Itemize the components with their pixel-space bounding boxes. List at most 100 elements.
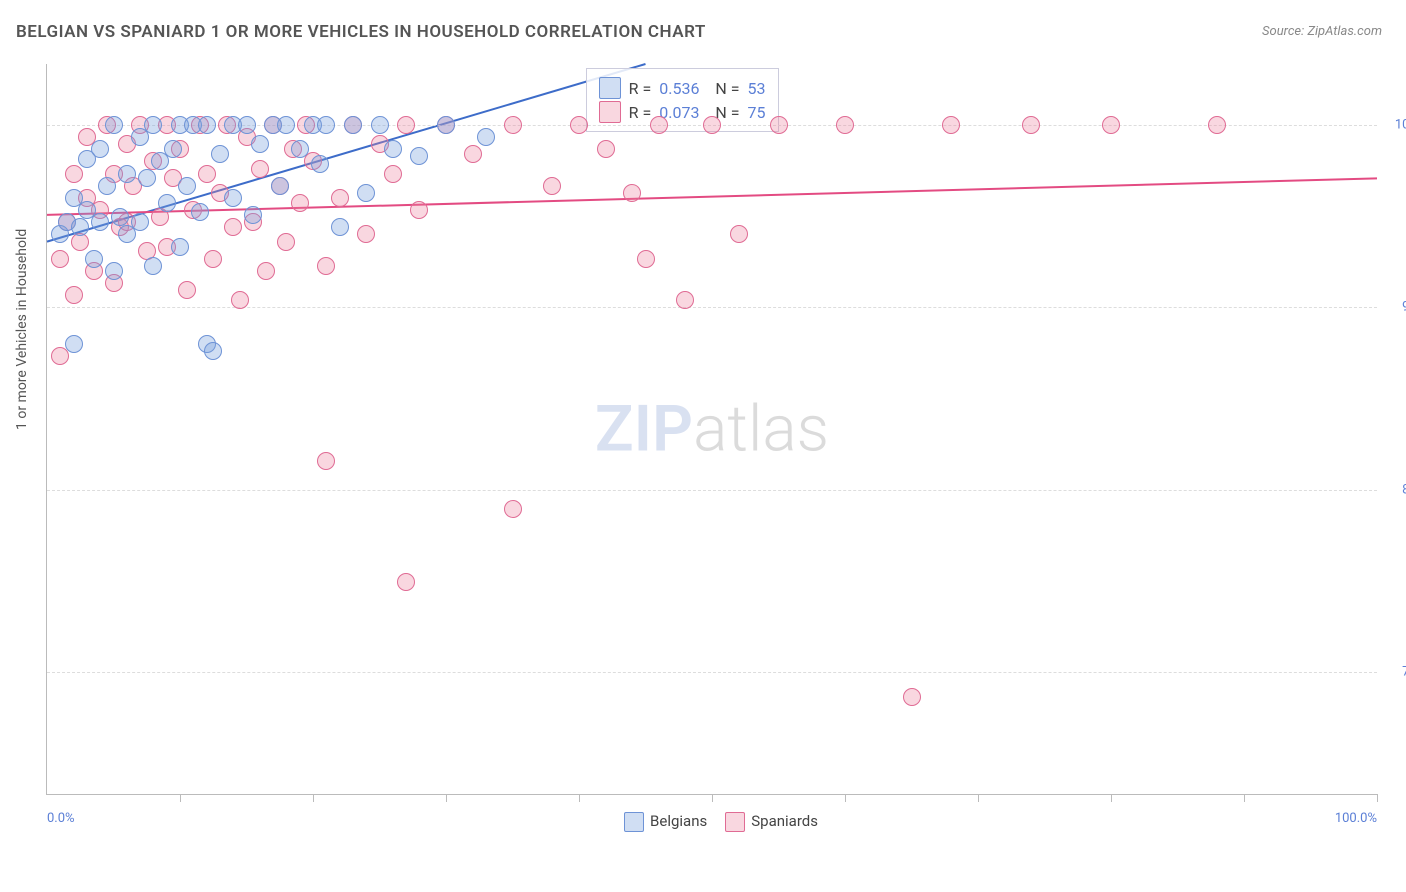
x-tick [180, 794, 181, 802]
data-point-spaniards [676, 291, 694, 309]
data-point-spaniards [410, 201, 428, 219]
chart-container: BELGIAN VS SPANIARD 1 OR MORE VEHICLES I… [0, 0, 1406, 892]
data-point-belgians [118, 165, 136, 183]
data-point-belgians [238, 116, 256, 134]
data-point-belgians [331, 218, 349, 236]
data-point-belgians [317, 116, 335, 134]
data-point-belgians [198, 116, 216, 134]
x-tick [845, 794, 846, 802]
data-point-spaniards [231, 291, 249, 309]
data-point-belgians [271, 177, 289, 195]
n-value: 53 [748, 79, 766, 98]
x-tick [712, 794, 713, 802]
data-point-belgians [105, 262, 123, 280]
data-point-spaniards [331, 189, 349, 207]
data-point-belgians [191, 203, 209, 221]
x-tick [313, 794, 314, 802]
chart-title: BELGIAN VS SPANIARD 1 OR MORE VEHICLES I… [16, 22, 706, 42]
legend-swatch-spaniards [725, 812, 745, 832]
grid-line [47, 307, 1377, 308]
data-point-spaniards [65, 165, 83, 183]
data-point-spaniards [224, 218, 242, 236]
data-point-spaniards [464, 145, 482, 163]
data-point-spaniards [204, 250, 222, 268]
data-point-belgians [71, 218, 89, 236]
legend-swatch-belgians [624, 812, 644, 832]
data-point-spaniards [397, 116, 415, 134]
data-point-spaniards [942, 116, 960, 134]
stats-row-belgians: R = 0.536 N = 53 [599, 77, 766, 99]
data-point-spaniards [397, 573, 415, 591]
data-point-spaniards [637, 250, 655, 268]
data-point-belgians [138, 169, 156, 187]
data-point-belgians [204, 342, 222, 360]
data-point-belgians [410, 147, 428, 165]
r-value: 0.536 [659, 79, 699, 98]
y-tick-label: 77.5% [1402, 665, 1406, 680]
data-point-spaniards [317, 257, 335, 275]
data-point-spaniards [251, 160, 269, 178]
data-point-belgians [91, 140, 109, 158]
data-point-spaniards [317, 452, 335, 470]
data-point-belgians [244, 206, 262, 224]
data-point-spaniards [384, 165, 402, 183]
data-point-belgians [105, 116, 123, 134]
data-point-belgians [98, 177, 116, 195]
data-point-spaniards [570, 116, 588, 134]
y-tick-label: 100.0% [1395, 117, 1406, 132]
data-point-spaniards [1208, 116, 1226, 134]
data-point-spaniards [277, 233, 295, 251]
data-point-spaniards [257, 262, 275, 280]
data-point-spaniards [703, 116, 721, 134]
data-point-belgians [211, 145, 229, 163]
legend-label-belgians: Belgians [650, 812, 707, 830]
data-point-spaniards [198, 165, 216, 183]
data-point-spaniards [65, 286, 83, 304]
y-tick-label: 85.0% [1402, 482, 1406, 497]
data-point-spaniards [836, 116, 854, 134]
x-tick [978, 794, 979, 802]
swatch-belgians [599, 77, 621, 99]
x-tick [1111, 794, 1112, 802]
data-point-belgians [344, 116, 362, 134]
data-point-spaniards [178, 281, 196, 299]
y-axis-title: 1 or more Vehicles in Household [14, 229, 30, 430]
watermark: ZIPatlas [595, 392, 829, 467]
data-point-belgians [85, 250, 103, 268]
data-point-belgians [144, 257, 162, 275]
data-point-spaniards [1022, 116, 1040, 134]
data-point-spaniards [51, 250, 69, 268]
data-point-spaniards [623, 184, 641, 202]
legend-label-spaniards: Spaniards [751, 812, 818, 830]
data-point-belgians [171, 238, 189, 256]
grid-line [47, 490, 1377, 491]
data-point-spaniards [1102, 116, 1120, 134]
x-tick [1244, 794, 1245, 802]
data-point-belgians [144, 116, 162, 134]
data-point-spaniards [504, 116, 522, 134]
data-point-spaniards [730, 225, 748, 243]
data-point-belgians [384, 140, 402, 158]
data-point-belgians [91, 213, 109, 231]
data-point-spaniards [357, 225, 375, 243]
data-point-belgians [357, 184, 375, 202]
data-point-belgians [251, 135, 269, 153]
data-point-belgians [158, 194, 176, 212]
data-point-spaniards [770, 116, 788, 134]
data-point-belgians [291, 140, 309, 158]
x-tick [446, 794, 447, 802]
data-point-belgians [131, 213, 149, 231]
data-point-belgians [477, 128, 495, 146]
data-point-belgians [311, 155, 329, 173]
data-point-spaniards [543, 177, 561, 195]
regression-lines [47, 64, 1377, 794]
data-point-belgians [437, 116, 455, 134]
data-point-belgians [224, 189, 242, 207]
data-point-belgians [164, 140, 182, 158]
source-label: Source: ZipAtlas.com [1262, 24, 1382, 39]
x-tick [1377, 794, 1378, 802]
data-point-belgians [65, 335, 83, 353]
data-point-spaniards [291, 194, 309, 212]
data-point-belgians [111, 208, 129, 226]
data-point-spaniards [504, 500, 522, 518]
